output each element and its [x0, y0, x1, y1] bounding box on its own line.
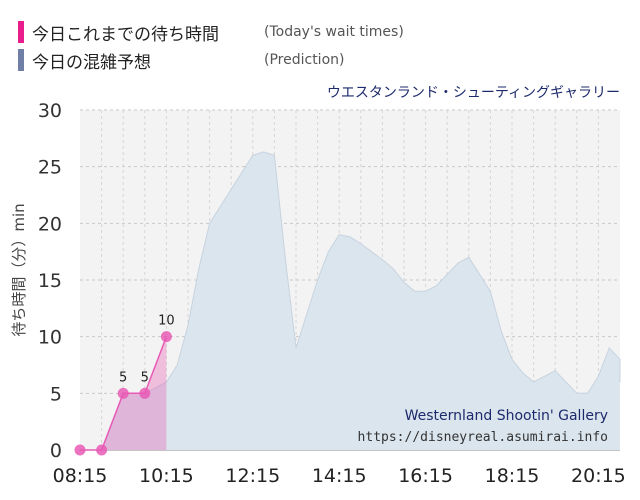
y-tick-label: 5 — [50, 383, 62, 405]
legend-actual-label: 今日これまでの待ち時間 — [32, 24, 219, 45]
y-tick-label: 25 — [38, 157, 62, 179]
y-tick-label: 15 — [38, 270, 62, 292]
actual-point-label: 10 — [158, 314, 175, 329]
y-tick-labels: 0 5 10 15 20 25 30 — [38, 100, 62, 462]
watermark-name: Westernland Shootin' Gallery — [405, 408, 608, 424]
y-tick-label: 10 — [38, 327, 62, 349]
prediction-area — [80, 151, 620, 450]
legend-prediction: 今日の混雑予想 (Prediction) — [18, 48, 345, 73]
x-tick-label: 10:15 — [139, 465, 194, 487]
y-axis-label: 待ち時間（分）min — [10, 203, 28, 336]
legend-actual-swatch — [18, 21, 24, 43]
actual-point — [139, 387, 151, 399]
x-tick-labels: 08:15 10:15 12:15 14:15 16:15 18:15 20:15 — [53, 465, 626, 487]
actual-point — [74, 444, 86, 456]
actual-point — [160, 331, 172, 343]
y-tick-label: 20 — [38, 213, 62, 235]
actual-points: 5 5 10 — [74, 314, 175, 456]
legend-actual-en: (Today's wait times) — [264, 24, 404, 40]
y-tick-label: 0 — [50, 440, 62, 462]
x-tick-label: 20:15 — [571, 465, 626, 487]
watermark-url: https://disneyreal.asumirai.info — [358, 430, 608, 445]
attraction-name-ja: ウエスタンランド・シューティングギャラリー — [327, 85, 620, 101]
actual-point — [96, 444, 108, 456]
legend-actual: 今日これまでの待ち時間 (Today's wait times) — [18, 20, 404, 45]
prediction-line — [80, 151, 621, 451]
x-tick-label: 16:15 — [398, 465, 453, 487]
legend-prediction-label: 今日の混雑予想 — [32, 52, 151, 73]
x-tick-label: 18:15 — [485, 465, 540, 487]
y-tick-label: 30 — [38, 100, 62, 122]
legend-prediction-en: (Prediction) — [264, 52, 345, 68]
actual-point-label: 5 — [119, 370, 127, 385]
legend-prediction-swatch — [18, 49, 24, 71]
actual-point-label: 5 — [141, 370, 149, 385]
x-tick-label: 14:15 — [312, 465, 367, 487]
x-tick-label: 12:15 — [225, 465, 280, 487]
actual-point — [117, 387, 129, 399]
x-tick-label: 08:15 — [53, 465, 108, 487]
